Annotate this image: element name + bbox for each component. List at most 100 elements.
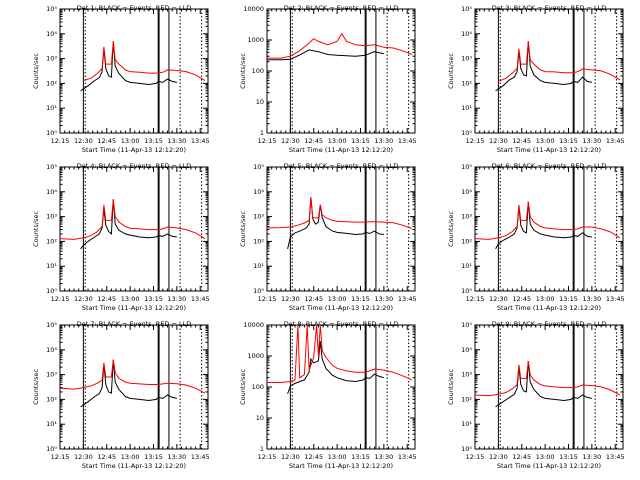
y-tick-label: 10⁰ <box>461 445 472 453</box>
x-tick-label: 13:15 <box>144 453 163 461</box>
x-tick-label: 12:30 <box>74 295 93 303</box>
x-tick-label: 12:45 <box>512 295 531 303</box>
x-tick-label: 13:00 <box>121 453 140 461</box>
y-tick-label: 10² <box>46 237 57 245</box>
detector-panel-8: Det 8: BLACK = Events, RED = LLD 1 10 100 10… <box>239 320 417 470</box>
x-axis-label: Start Time (11-Apr-13 12:12:20) <box>497 304 601 312</box>
series-lld-line <box>474 201 621 240</box>
x-tick-label: 13:30 <box>582 295 601 303</box>
y-tick-label: 10³ <box>461 213 472 221</box>
x-tick-label: 12:15 <box>51 137 70 145</box>
chart-title: Det 7: BLACK = Events, RED = LLD <box>77 320 192 328</box>
x-tick-label: 13:45 <box>606 295 625 303</box>
y-tick-label: 10⁰ <box>46 129 57 137</box>
x-axis-label: Start Time (11-Apr-13 12:12:20) <box>289 462 393 470</box>
y-tick-label: 10³ <box>253 213 264 221</box>
y-tick-label: 10² <box>461 395 472 403</box>
y-tick-label: 1 <box>260 445 264 453</box>
x-tick-label: 13:00 <box>328 137 347 145</box>
y-tick-label: 100 <box>252 383 264 391</box>
x-tick-label: 12:30 <box>489 295 508 303</box>
x-tick-label: 12:45 <box>304 137 323 145</box>
detector-panel-9: Det 9: BLACK = Events, RED = LLD 10⁰ 10¹ 10… <box>447 320 625 470</box>
x-tick-label: 12:15 <box>466 453 485 461</box>
y-tick-label: 10⁵ <box>461 321 472 329</box>
chart-title: Det 3: BLACK = Events, RED = LLD <box>492 4 607 12</box>
y-tick-label: 10³ <box>461 55 472 63</box>
y-axis-label: Counts/sec <box>447 53 455 89</box>
x-tick-label: 13:30 <box>582 137 601 145</box>
x-tick-label: 13:30 <box>374 453 393 461</box>
x-tick-label: 12:45 <box>304 295 323 303</box>
detector-panel-4: Det 4: BLACK = Events, RED = LLD 10⁰ 10¹ 10… <box>32 162 210 312</box>
plot-frame <box>59 8 209 134</box>
y-tick-label: 10⁴ <box>46 30 57 38</box>
x-tick-label: 13:45 <box>606 453 625 461</box>
series-lld-line <box>83 41 206 82</box>
series-events-line <box>80 41 178 92</box>
y-tick-label: 10¹ <box>46 104 57 112</box>
x-axis-label: Start Time (11-Apr-13 12:12:20) <box>289 304 393 312</box>
y-tick-label: 100 <box>252 67 264 75</box>
chart-title: Det 6: BLACK = Events, RED = LLD <box>492 162 607 170</box>
chart-title: Det 9: BLACK = Events, RED = LLD <box>492 320 607 328</box>
x-tick-label: 13:30 <box>374 137 393 145</box>
x-tick-label: 12:30 <box>489 453 508 461</box>
x-tick-label: 12:15 <box>258 295 277 303</box>
chart-title: Det 2: BLACK = Events, RED = LLD <box>284 4 399 12</box>
y-tick-label: 10⁰ <box>461 129 472 137</box>
y-tick-label: 10⁵ <box>253 163 264 171</box>
x-tick-label: 12:45 <box>97 453 116 461</box>
detector-panel-7: Det 7: BLACK = Events, RED = LLD 10⁰ 10¹ 10… <box>32 320 210 470</box>
y-tick-label: 10⁴ <box>461 346 472 354</box>
y-tick-label: 10000 <box>243 5 264 13</box>
y-tick-label: 10⁴ <box>253 188 264 196</box>
x-tick-label: 13:00 <box>328 453 347 461</box>
series-lld-line <box>498 41 621 82</box>
series-events-line <box>287 197 384 250</box>
y-tick-label: 1000 <box>247 36 264 44</box>
x-tick-label: 12:30 <box>281 295 300 303</box>
series-events-line <box>495 201 592 250</box>
series-events-line <box>495 41 593 92</box>
y-tick-label: 10² <box>461 237 472 245</box>
x-axis-label: Start Time (11-Apr-13 12:12:20) <box>82 462 186 470</box>
y-tick-label: 10¹ <box>46 420 57 428</box>
x-tick-label: 13:45 <box>398 137 417 145</box>
detector-panel-5: Det 5: BLACK = Events, RED = LLD 10⁰ 10¹ 10… <box>239 162 417 312</box>
y-tick-label: 10 <box>256 414 264 422</box>
y-tick-label: 10⁴ <box>461 188 472 196</box>
x-tick-label: 12:30 <box>74 137 93 145</box>
x-tick-label: 13:00 <box>328 295 347 303</box>
detector-panel-1: Det 1: BLACK = Events, RED = LLD 10⁰ 10¹ 10… <box>32 4 210 154</box>
x-tick-label: 12:45 <box>512 137 531 145</box>
x-axis-label: Start Time (11-Apr-13 12:12:20) <box>82 304 186 312</box>
y-tick-label: 10⁴ <box>46 346 57 354</box>
series-lld-line <box>59 359 206 394</box>
y-tick-label: 10⁵ <box>461 5 472 13</box>
x-tick-label: 13:45 <box>191 295 210 303</box>
x-tick-label: 13:00 <box>536 295 555 303</box>
y-tick-label: 10¹ <box>253 262 264 270</box>
x-tick-label: 12:30 <box>281 137 300 145</box>
y-tick-label: 10⁰ <box>46 287 57 295</box>
y-tick-label: 10⁴ <box>461 30 472 38</box>
x-tick-label: 12:15 <box>258 453 277 461</box>
plot-frame <box>59 324 209 450</box>
series-events-line <box>80 359 178 408</box>
series-lld-line <box>59 199 206 240</box>
y-tick-label: 1 <box>260 129 264 137</box>
x-tick-label: 13:00 <box>536 137 555 145</box>
x-tick-label: 12:45 <box>97 295 116 303</box>
series-lld-line <box>267 324 413 383</box>
x-tick-label: 12:45 <box>512 453 531 461</box>
plot-frame <box>474 324 624 450</box>
y-axis-label: Counts/sec <box>239 53 247 89</box>
y-axis-label: Counts/sec <box>447 369 455 405</box>
x-tick-label: 12:15 <box>466 137 485 145</box>
y-axis-label: Counts/sec <box>32 53 40 89</box>
x-tick-label: 13:15 <box>559 137 578 145</box>
series-lld-line <box>267 32 413 59</box>
series-events-line <box>495 361 593 408</box>
y-tick-label: 10³ <box>461 371 472 379</box>
